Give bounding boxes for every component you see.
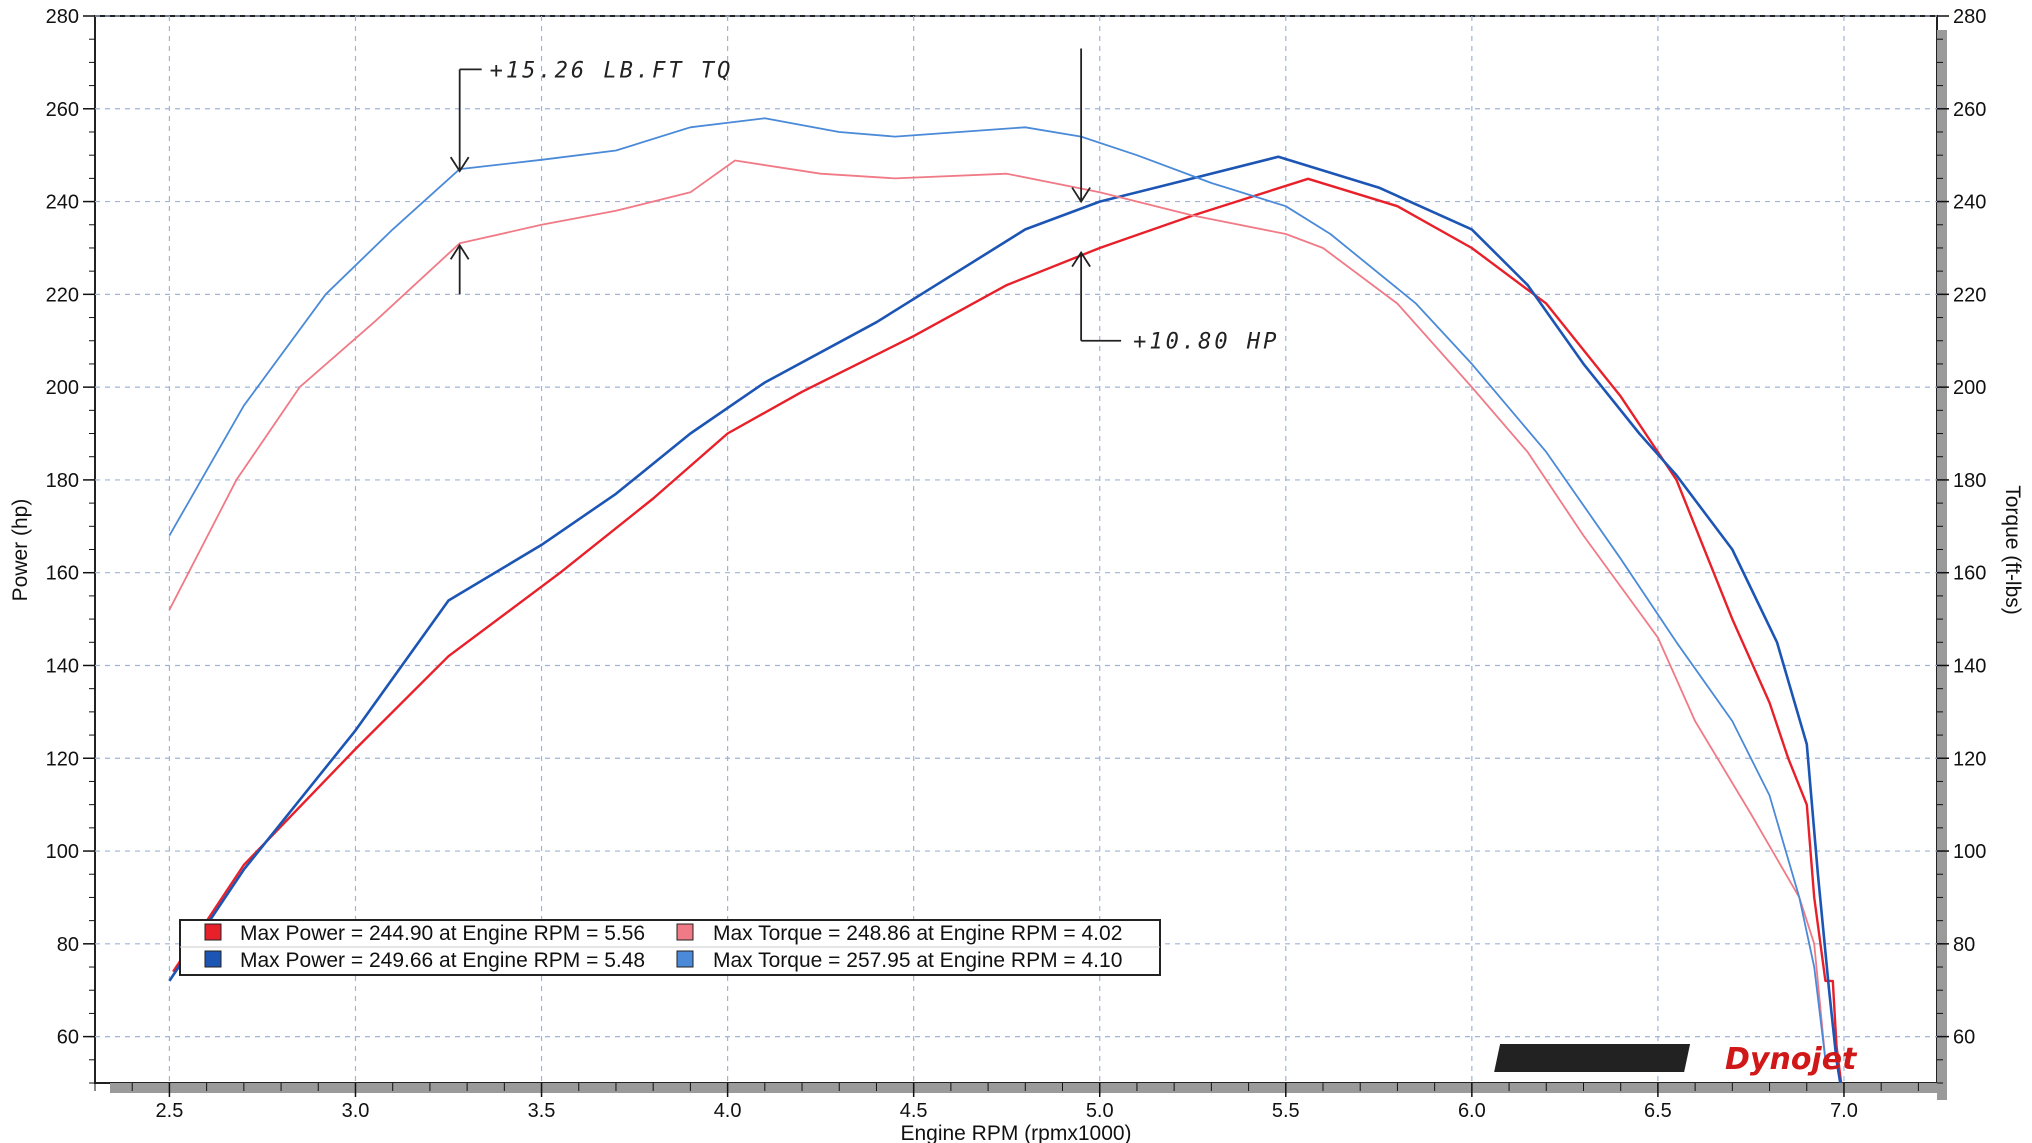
y-tick-label-right: 240 bbox=[1953, 192, 1986, 214]
y-axis-right-title: Torque (ft-lbs) bbox=[2001, 485, 2024, 615]
x-tick-label: 3.5 bbox=[528, 1100, 556, 1122]
y-tick-label-right: 260 bbox=[1953, 99, 1986, 121]
y-tick-label-right: 280 bbox=[1953, 6, 1986, 28]
arrow-head bbox=[449, 243, 470, 260]
plot-area bbox=[94, 15, 1938, 1084]
bottom-shadow bbox=[110, 1083, 1947, 1093]
ticks: 2.5 3.0 3.5 4.0 4.5 5.0 5.5 6.0 6.5 7.0 60 60 80 80 10… bbox=[46, 6, 1987, 1122]
legend-entry: Max Torque = 248.86 at Engine RPM = 4.02 bbox=[676, 922, 1122, 945]
y-tick-label-right: 140 bbox=[1953, 655, 1986, 677]
y-tick-label-right: 160 bbox=[1953, 563, 1986, 585]
y-tick-label-left: 140 bbox=[46, 655, 79, 677]
legend: Max Power = 244.90 at Engine RPM = 5.56 … bbox=[179, 919, 1161, 976]
series-line-2 bbox=[168, 159, 1827, 1060]
x-tick-label: 6.0 bbox=[1458, 1100, 1486, 1122]
arrow-head bbox=[1071, 187, 1091, 204]
series-line-1 bbox=[168, 155, 1842, 1083]
y-tick-label-left: 100 bbox=[46, 841, 79, 863]
legend-label: Max Torque = 257.95 at Engine RPM = 4.10 bbox=[713, 949, 1122, 972]
y-tick-label-left: 240 bbox=[46, 192, 79, 214]
logo-text: Dynojet bbox=[1725, 1042, 1858, 1077]
legend-label: Max Torque = 248.86 at Engine RPM = 4.02 bbox=[713, 922, 1122, 945]
right-shadow bbox=[1937, 30, 1947, 1100]
y-tick-label-left: 260 bbox=[46, 99, 79, 121]
legend-label: Max Power = 249.66 at Engine RPM = 5.48 bbox=[240, 949, 645, 972]
legend-swatch bbox=[676, 923, 694, 941]
annotation-power-text: +10.80 HP bbox=[1133, 330, 1279, 355]
x-tick-label: 6.5 bbox=[1644, 1100, 1672, 1122]
arrow-head bbox=[1071, 250, 1091, 268]
x-axis-title: Engine RPM (rpmx1000) bbox=[900, 1122, 1131, 1143]
legend-swatch bbox=[676, 950, 694, 968]
logo-bar bbox=[1494, 1044, 1691, 1072]
grid bbox=[95, 15, 1937, 1083]
legend-swatch bbox=[204, 950, 222, 968]
arrow-head bbox=[449, 156, 470, 173]
y-tick-label-left: 280 bbox=[46, 6, 79, 28]
series-lines bbox=[168, 117, 1843, 1083]
series-line-0 bbox=[172, 177, 1843, 1083]
legend-entry: Max Torque = 257.95 at Engine RPM = 4.10 bbox=[676, 949, 1122, 972]
y-axis-left-title: Power (hp) bbox=[9, 499, 32, 602]
y-tick-label-left: 200 bbox=[46, 377, 79, 399]
y-tick-label-right: 180 bbox=[1953, 470, 1986, 492]
y-tick-label-right: 100 bbox=[1953, 841, 1986, 863]
x-tick-label: 4.0 bbox=[714, 1100, 742, 1122]
y-tick-label-right: 220 bbox=[1953, 284, 1986, 306]
annotation-torque-text: +15.26 LB.FT TQ bbox=[490, 58, 734, 83]
x-tick-label: 7.0 bbox=[1830, 1100, 1858, 1122]
legend-entry: Max Power = 249.66 at Engine RPM = 5.48 bbox=[204, 949, 645, 972]
y-tick-label-left: 160 bbox=[46, 563, 79, 585]
x-tick-label: 5.5 bbox=[1272, 1100, 1300, 1122]
y-tick-label-left: 80 bbox=[57, 934, 79, 956]
annotations: +15.26 LB.FT TQ +10.80 HP bbox=[449, 48, 1279, 355]
x-tick-label: 2.5 bbox=[156, 1100, 184, 1122]
y-tick-label-left: 180 bbox=[46, 470, 79, 492]
y-tick-label-left: 120 bbox=[46, 748, 79, 770]
y-tick-label-left: 220 bbox=[46, 284, 79, 306]
y-tick-label-right: 80 bbox=[1953, 934, 1975, 956]
y-tick-label-right: 120 bbox=[1953, 748, 1986, 770]
x-tick-label: 4.5 bbox=[900, 1100, 928, 1122]
y-tick-label-right: 200 bbox=[1953, 377, 1986, 399]
legend-label: Max Power = 244.90 at Engine RPM = 5.56 bbox=[240, 922, 645, 945]
y-tick-label-left: 60 bbox=[57, 1027, 79, 1049]
y-tick-label-right: 60 bbox=[1953, 1027, 1975, 1049]
legend-entry: Max Power = 244.90 at Engine RPM = 5.56 bbox=[204, 922, 645, 945]
x-tick-label: 5.0 bbox=[1086, 1100, 1114, 1122]
series-line-3 bbox=[168, 117, 1827, 1060]
legend-swatch bbox=[204, 923, 222, 941]
dynojet-logo: Dynojet bbox=[1494, 1042, 1858, 1077]
x-tick-label: 3.0 bbox=[342, 1100, 370, 1122]
